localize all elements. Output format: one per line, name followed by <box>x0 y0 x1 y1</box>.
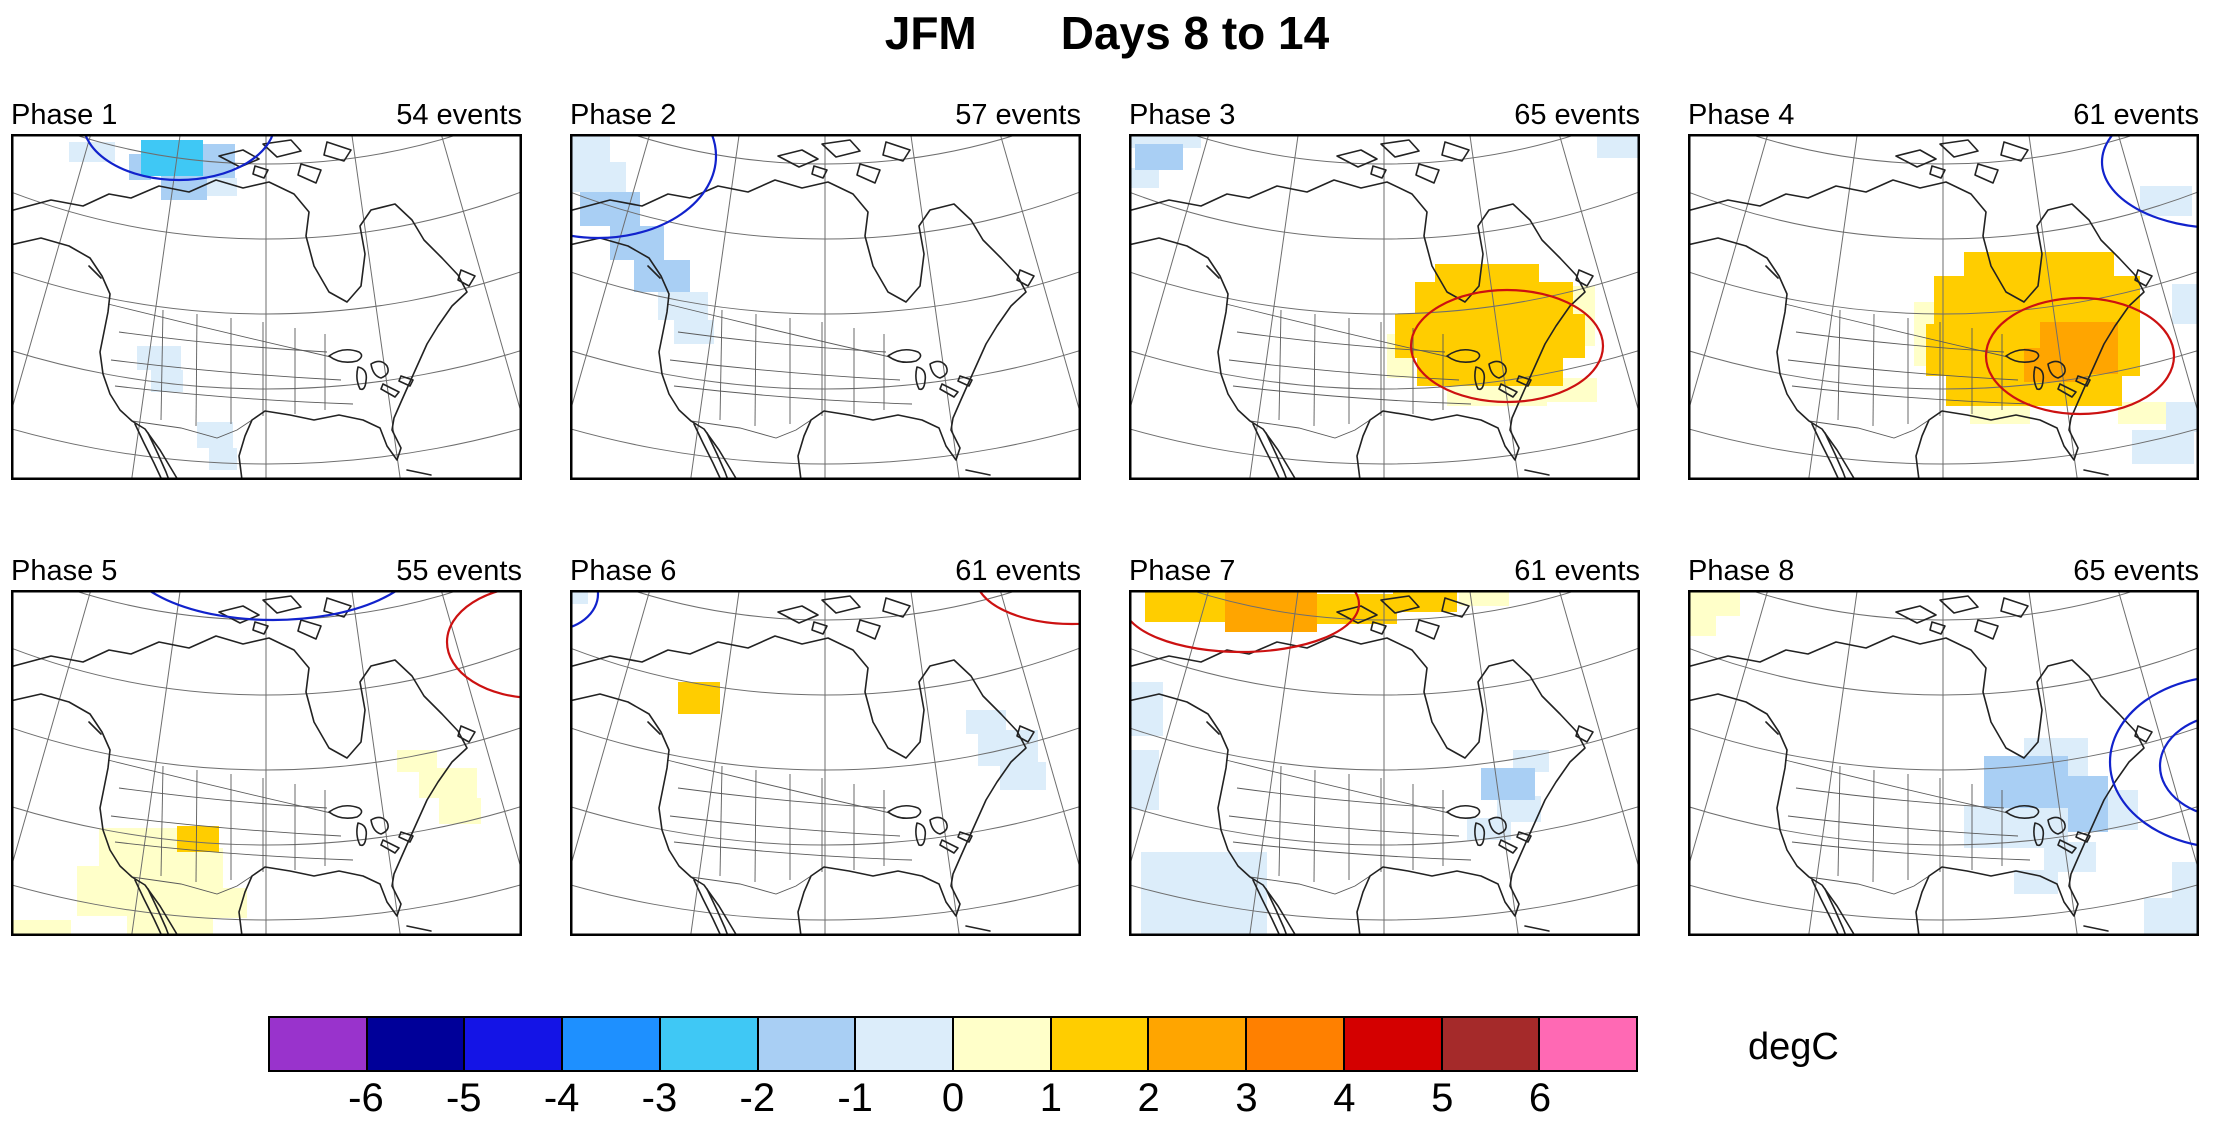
colorbar-cell <box>954 1018 1052 1070</box>
colorbar-cell <box>856 1018 955 1070</box>
panel-header: Phase 4 61 events <box>1688 96 2199 134</box>
events-count: 57 events <box>955 99 1081 131</box>
panel-phase-4: Phase 4 61 events <box>1688 96 2199 480</box>
anomaly-patches <box>69 140 237 470</box>
panel-phase-7: Phase 7 61 events <box>1129 552 1640 936</box>
colorbar-cell <box>660 1018 759 1070</box>
significance-contours <box>1409 288 1605 404</box>
colorbar-cell <box>1149 1018 1248 1070</box>
colorbar-tick-label: 2 <box>1137 1076 1160 1120</box>
panel-phase-3: Phase 3 65 events <box>1129 96 1640 480</box>
phase-map <box>11 590 522 936</box>
colorbar-cell <box>563 1018 661 1070</box>
phase-map <box>1688 590 2199 936</box>
panel-phase-6: Phase 6 61 events <box>570 552 1081 936</box>
colorbar-tick-label: -4 <box>543 1076 580 1120</box>
panel-header: Phase 8 65 events <box>1688 552 2199 590</box>
colorbar-tick-label: -5 <box>445 1076 482 1120</box>
colorbar-cell <box>758 1018 857 1070</box>
phase-label: Phase 7 <box>1129 555 1236 587</box>
colorbar-tick-label: -3 <box>641 1076 678 1120</box>
colorbar-cell <box>367 1018 466 1070</box>
events-count: 61 events <box>2073 99 2199 131</box>
panel-header: Phase 1 54 events <box>11 96 522 134</box>
significance-contours <box>570 134 718 240</box>
phase-map <box>570 134 1081 480</box>
phase-label: Phase 6 <box>570 555 677 587</box>
phase-1-map-svg <box>11 134 522 480</box>
significance-contours <box>1984 134 2199 416</box>
panel-phase-1: Phase 1 54 events <box>11 96 522 480</box>
phase-map <box>11 134 522 480</box>
events-count: 65 events <box>1514 99 1640 131</box>
phase-7-map-svg <box>1129 590 1640 936</box>
panel-header: Phase 5 55 events <box>11 552 522 590</box>
panel-grid: Phase 1 54 events Phase 2 57 events <box>11 96 2199 936</box>
colorbar-units-label: degC <box>1748 1026 1839 1068</box>
panel-header: Phase 2 57 events <box>570 96 1081 134</box>
panel-phase-8: Phase 8 65 events <box>1688 552 2199 936</box>
colorbar-tick-label: -1 <box>837 1076 873 1120</box>
panel-header: Phase 7 61 events <box>1129 552 1640 590</box>
panel-header: Phase 3 65 events <box>1129 96 1640 134</box>
events-count: 54 events <box>396 99 522 131</box>
season-label: JFM <box>884 7 977 59</box>
colorbar-tick-label: 5 <box>1431 1076 1454 1120</box>
phase-label: Phase 5 <box>11 555 118 587</box>
lead-time-label: Days 8 to 14 <box>1060 7 1330 59</box>
phase-map <box>1688 134 2199 480</box>
significance-contours <box>2108 677 2199 847</box>
colorbar-tick-label: -6 <box>348 1076 384 1120</box>
colorbar-cell <box>1051 1018 1150 1070</box>
phase-5-map-svg <box>11 590 522 936</box>
phase-label: Phase 3 <box>1129 99 1236 131</box>
phase-4-map-svg <box>1688 134 2199 480</box>
phase-map <box>1129 590 1640 936</box>
colorbar-cell <box>270 1018 368 1070</box>
colorbar-tick-label: 6 <box>1528 1076 1552 1120</box>
figure-title: JFM Days 8 to 14 <box>0 6 2214 60</box>
significance-contours <box>570 590 1081 629</box>
events-count: 61 events <box>955 555 1081 587</box>
phase-map <box>1129 134 1640 480</box>
colorbar-cell <box>1247 1018 1345 1070</box>
anomaly-patches <box>570 134 714 344</box>
colorbar-cell <box>465 1018 564 1070</box>
colorbar-tick-label: 4 <box>1333 1076 1356 1120</box>
colorbar-tick-label: 1 <box>1039 1076 1062 1120</box>
colorbar-ticks: -6 -5 -4 -3 -2 -1 0 1 2 3 4 5 6 <box>268 1076 1638 1120</box>
phase-label: Phase 2 <box>570 99 677 131</box>
significance-contours <box>1129 590 1361 654</box>
colorbar-cell <box>1540 1018 1637 1070</box>
colorbar-tick-label: -2 <box>739 1076 776 1120</box>
anomaly-patches <box>11 750 481 936</box>
events-count: 55 events <box>396 555 522 587</box>
significance-contours <box>83 134 275 182</box>
phase-2-map-svg <box>570 134 1081 480</box>
phase-8-map-svg <box>1688 590 2199 936</box>
events-count: 61 events <box>1514 555 1640 587</box>
phase-label: Phase 4 <box>1688 99 1795 131</box>
colorbar <box>268 1016 1638 1072</box>
phase-3-map-svg <box>1129 134 1640 480</box>
panel-phase-2: Phase 2 57 events <box>570 96 1081 480</box>
panel-header: Phase 6 61 events <box>570 552 1081 590</box>
anomaly-patches <box>1914 186 2199 464</box>
panel-phase-5: Phase 5 55 events <box>11 552 522 936</box>
significance-contours <box>146 590 522 699</box>
colorbar-cell <box>1442 1018 1541 1070</box>
colorbar-tick-label: 3 <box>1235 1076 1258 1120</box>
colorbar-cell <box>1344 1018 1443 1070</box>
phase-label: Phase 1 <box>11 99 118 131</box>
phase-6-map-svg <box>570 590 1081 936</box>
colorbar-tick-label: 0 <box>941 1076 965 1120</box>
events-count: 65 events <box>2073 555 2199 587</box>
phase-map <box>570 590 1081 936</box>
phase-label: Phase 8 <box>1688 555 1795 587</box>
